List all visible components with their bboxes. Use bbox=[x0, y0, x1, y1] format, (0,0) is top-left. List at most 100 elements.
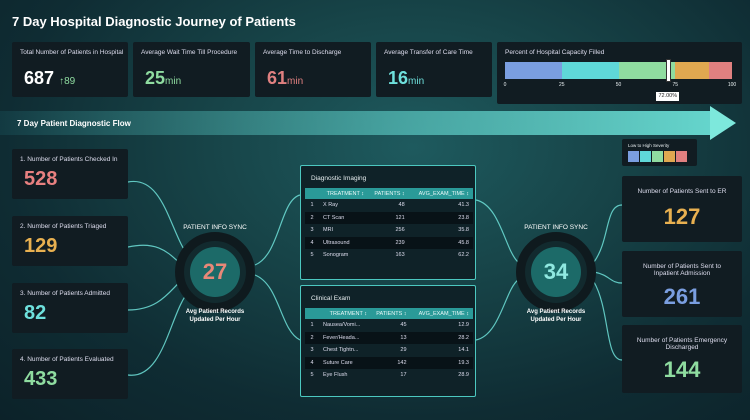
kpi-number: 687 bbox=[24, 68, 55, 88]
legend-swatches bbox=[628, 151, 687, 162]
capacity-tick: 25 bbox=[558, 82, 565, 88]
column-header[interactable]: AVG_EXAM_TIME ↕ bbox=[408, 188, 473, 199]
severity-legend: Low to High Severity bbox=[622, 139, 697, 166]
kpi-unit: min bbox=[165, 76, 182, 87]
treatment-cell: Eye Flush bbox=[323, 372, 348, 379]
column-header[interactable]: TREATMENT ↕ bbox=[319, 308, 372, 319]
kpi-label: Average Transfer of Care Time bbox=[384, 49, 473, 56]
kpi-transfer-time: Average Transfer of Care Time 16min bbox=[376, 42, 492, 97]
capacity-tick: 75 bbox=[672, 82, 679, 88]
capacity-ticks: 0 25 50 75 100 bbox=[503, 82, 737, 90]
flow-title: 7 Day Patient Diagnostic Flow bbox=[17, 119, 131, 128]
legend-swatch bbox=[664, 151, 675, 162]
table-row[interactable]: 2 Fever/Heada... 13 28.2 bbox=[305, 331, 473, 344]
card-label: 3. Number of Patients Admitted bbox=[20, 290, 110, 297]
row-index: 3 bbox=[310, 347, 314, 354]
kpi-unit: min bbox=[287, 76, 304, 87]
column-header[interactable]: TREATMENT ↕ bbox=[319, 188, 368, 199]
table-clinical-exam: Clinical Exam TREATMENT ↕ PATIENTS ↕ AVG… bbox=[300, 285, 476, 397]
table-row[interactable]: 4 Ultrasound 239 45.8 bbox=[305, 236, 473, 249]
patients-cell: 163 bbox=[395, 252, 405, 259]
exam-time-cell: 62.2 bbox=[458, 252, 469, 259]
table-row[interactable]: 1 X Ray 48 41.3 bbox=[305, 199, 473, 212]
kpi-discharge-time: Average Time to Discharge 61min bbox=[255, 42, 371, 97]
kpi-number: 61 bbox=[267, 68, 288, 88]
patients-cell: 121 bbox=[368, 211, 409, 224]
patients-cell: 17 bbox=[400, 372, 407, 379]
kpi-unit: min bbox=[408, 76, 425, 87]
patients-cell: 45 bbox=[400, 322, 407, 329]
column-header[interactable]: AVG_EXAM_TIME ↕ bbox=[410, 308, 473, 319]
patients-cell: 239 bbox=[368, 236, 409, 249]
exam-time-cell: 45.8 bbox=[408, 236, 473, 249]
card-admitted: 3. Number of Patients Admitted 82 bbox=[12, 283, 128, 333]
capacity-gauge-card: Percent of Hospital Capacity Filled 0 25 5… bbox=[497, 42, 742, 104]
exam-time-cell: 35.8 bbox=[458, 227, 469, 234]
capacity-band bbox=[618, 62, 676, 79]
capacity-label: Percent of Hospital Capacity Filled bbox=[505, 49, 605, 56]
capacity-band bbox=[675, 62, 710, 79]
data-table: TREATMENT ↕ PATIENTS ↕ AVG_EXAM_TIME ↕ 1… bbox=[305, 308, 473, 382]
kpi-total-patients: Total Number of Patients in Hospital 687… bbox=[12, 42, 128, 97]
treatment-cell: Suture Care bbox=[319, 356, 372, 369]
patients-cell: 256 bbox=[395, 227, 405, 234]
card-value: 144 bbox=[663, 357, 701, 382]
kpi-value: 61min bbox=[267, 68, 303, 89]
card-label: 2. Number of Patients Triaged bbox=[20, 223, 107, 230]
card-evaluated: 4. Number of Patients Evaluated 433 bbox=[12, 349, 128, 399]
exam-time-cell: 28.2 bbox=[410, 331, 473, 344]
card-checked-in: 1. Number of Patients Checked In 528 bbox=[12, 149, 128, 199]
column-header[interactable]: PATIENTS ↕ bbox=[371, 308, 411, 319]
kpi-label: Average Wait Time Till Procedure bbox=[141, 49, 238, 56]
table-diagnostic-imaging: Diagnostic Imaging TREATMENT ↕ PATIENTS … bbox=[300, 165, 476, 280]
sync-gauge: 34 bbox=[516, 232, 596, 312]
row-index: 4 bbox=[305, 356, 319, 369]
row-index: 5 bbox=[310, 252, 314, 259]
row-index: 2 bbox=[305, 331, 319, 344]
card-value: 528 bbox=[24, 168, 58, 190]
card-value: 433 bbox=[24, 368, 58, 390]
card-label: 1. Number of Patients Checked In bbox=[20, 156, 118, 163]
sync-title: PATIENT INFO SYNC bbox=[183, 224, 247, 231]
arrow-up-icon: ↑ bbox=[59, 76, 65, 87]
exam-time-cell: 12.9 bbox=[458, 322, 469, 329]
capacity-band bbox=[505, 62, 562, 79]
legend-swatch bbox=[652, 151, 663, 162]
table-row[interactable]: 3 MRI 256 35.8 bbox=[305, 224, 473, 237]
table-row[interactable]: 4 Suture Care 142 19.3 bbox=[305, 356, 473, 369]
row-index: 1 bbox=[310, 202, 314, 209]
table-row[interactable]: 3 Chest Tightn... 29 14.1 bbox=[305, 344, 473, 357]
card-value: 129 bbox=[24, 235, 58, 257]
treatment-cell: Fever/Heada... bbox=[319, 331, 372, 344]
row-index: 4 bbox=[305, 236, 319, 249]
exam-time-cell: 14.1 bbox=[458, 347, 469, 354]
card-value: 82 bbox=[24, 302, 47, 324]
table-row[interactable]: 5 Sonogram 163 62.2 bbox=[305, 249, 473, 262]
kpi-delta: 89 bbox=[64, 76, 76, 87]
sync-title: PATIENT INFO SYNC bbox=[524, 224, 588, 231]
patients-cell: 48 bbox=[398, 202, 405, 209]
capacity-tick: 50 bbox=[615, 82, 622, 88]
capacity-tick: 0 bbox=[503, 82, 507, 88]
kpi-label: Total Number of Patients in Hospital bbox=[20, 49, 124, 56]
card-inpatient-admission: Number of Patients Sent to Inpatient Adm… bbox=[622, 251, 742, 317]
treatment-cell: Chest Tightn... bbox=[323, 347, 359, 354]
card-emergency-discharged: Number of Patients Emergency Discharged … bbox=[622, 325, 742, 393]
treatment-cell: X Ray bbox=[323, 202, 338, 209]
sync-gauge: 27 bbox=[175, 232, 255, 312]
capacity-value-label: 72.00% bbox=[656, 92, 680, 101]
table-row[interactable]: 1 Nausea/Vomi... 45 12.9 bbox=[305, 319, 473, 332]
capacity-band bbox=[709, 62, 732, 79]
card-label: Number of Patients Sent to Inpatient Adm… bbox=[642, 263, 722, 277]
sync-value: 27 bbox=[202, 259, 228, 284]
column-header[interactable]: PATIENTS ↕ bbox=[368, 188, 409, 199]
exam-time-cell: 28.9 bbox=[458, 372, 469, 379]
card-value: 261 bbox=[663, 284, 701, 309]
treatment-cell: Sonogram bbox=[323, 252, 349, 259]
card-value: 127 bbox=[663, 204, 701, 229]
table-row[interactable]: 2 CT Scan 121 23.8 bbox=[305, 211, 473, 224]
card-sent-to-er: Number of Patients Sent to ER 127 bbox=[622, 176, 742, 242]
row-index: 5 bbox=[310, 372, 314, 379]
table-row[interactable]: 5 Eye Flush 17 28.9 bbox=[305, 369, 473, 382]
